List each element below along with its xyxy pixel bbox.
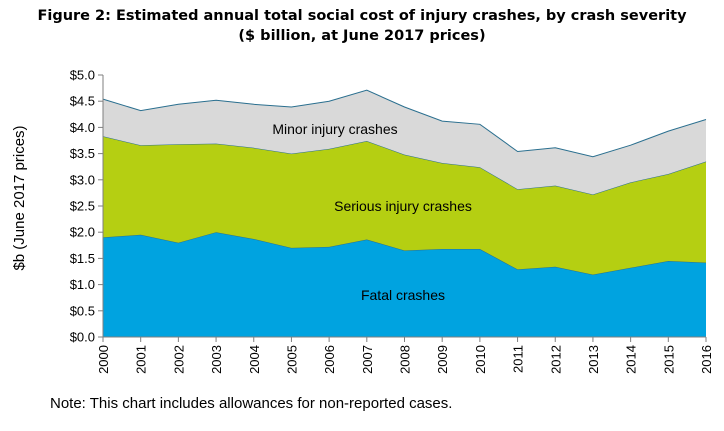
- x-tick-label: 2016: [699, 345, 714, 374]
- y-ticks: $0.0 $0.5 $1.0 $1.5 $2.0 $2.5 $3.0 $3.5 $4.0 $4.5…: [70, 68, 103, 345]
- x-tick-label: 2003: [209, 345, 224, 374]
- area-minor-injury-crashes: [103, 90, 706, 195]
- y-tick-label: $3.5: [70, 146, 95, 161]
- y-tick-label: $1.0: [70, 277, 95, 292]
- x-tick-label: 2001: [134, 345, 149, 374]
- area-serious-injury-crashes: [103, 136, 706, 275]
- chart-title-line-2: ($ billion, at June 2017 prices): [238, 28, 486, 44]
- chart-title: Figure 2: Estimated annual total social …: [0, 6, 724, 46]
- x-tick-label: 2014: [624, 345, 639, 374]
- y-tick-label: $2.5: [70, 199, 95, 214]
- x-tick-label: 2011: [511, 345, 526, 373]
- y-tick-label: $0.5: [70, 303, 95, 318]
- x-tick-label: 2004: [247, 345, 262, 374]
- area-label: Serious injury crashes: [334, 198, 472, 214]
- x-tick-label: 2002: [171, 345, 186, 374]
- x-ticks: 2000 2001 2002 2003 2004 2005 2006 2007 2008 2009…: [96, 337, 714, 374]
- y-axis-label: $b (June 2017 prices): [11, 125, 28, 270]
- y-tick-label: $1.5: [70, 251, 95, 266]
- y-tick-label: $4.5: [70, 94, 95, 109]
- x-tick-label: 2005: [284, 345, 299, 374]
- x-tick-label: 2006: [322, 345, 337, 374]
- y-tick-label: $4.0: [70, 120, 95, 135]
- area-label: Minor injury crashes: [272, 121, 397, 137]
- area-label: Fatal crashes: [361, 287, 445, 303]
- x-tick-label: 2012: [548, 345, 563, 374]
- stacked-area-chart: $0.0 $0.5 $1.0 $1.5 $2.0 $2.5 $3.0 $3.5 $4.0 $4.5…: [11, 68, 714, 374]
- area-layers: [102, 89, 707, 337]
- line-minor-injury-crashes: [102, 89, 707, 158]
- x-tick-label: 2007: [360, 345, 375, 374]
- y-tick-label: $0.0: [70, 330, 95, 345]
- footnote: Note: This chart includes allowances for…: [50, 395, 453, 412]
- y-tick-label: $5.0: [70, 68, 95, 83]
- y-tick-label: $3.0: [70, 172, 95, 187]
- x-tick-label: 2013: [586, 345, 601, 374]
- x-tick-label: 2000: [96, 345, 111, 374]
- y-tick-label: $2.0: [70, 225, 95, 240]
- x-tick-label: 2010: [473, 345, 488, 374]
- chart-title-line-1: Figure 2: Estimated annual total social …: [37, 8, 687, 24]
- area-labels: Minor injury crashes Serious injury crash…: [272, 121, 472, 303]
- x-tick-label: 2009: [435, 345, 450, 374]
- x-tick-label: 2008: [398, 345, 413, 374]
- area-fatal-crashes: [103, 232, 706, 337]
- x-tick-label: 2015: [661, 345, 676, 374]
